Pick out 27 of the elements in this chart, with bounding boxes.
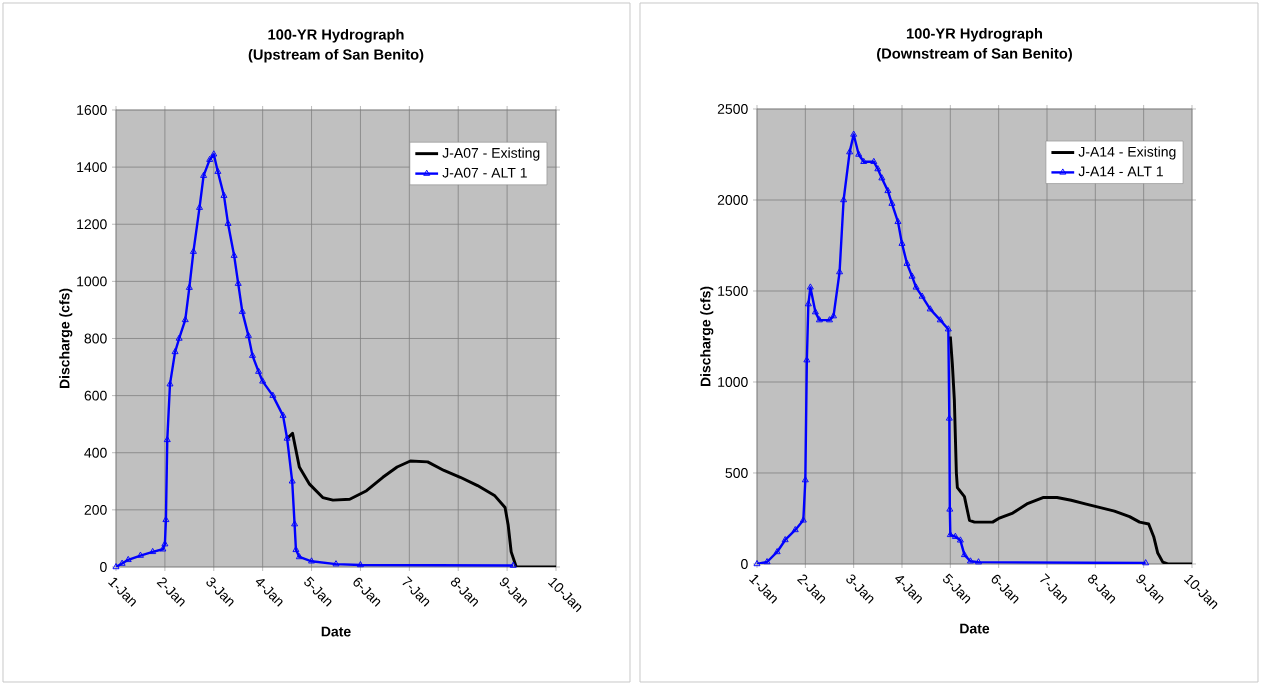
y-tick-label: 600 [84, 390, 107, 401]
y-tick-label: 1000 [77, 276, 107, 287]
y-axis-title: Discharge (cfs) [59, 288, 73, 389]
y-tick-label: 0 [741, 559, 748, 569]
chart-subtitle: (Upstream of San Benito) [248, 48, 424, 63]
x-axis-title: Date [960, 623, 990, 634]
legend-label: J-A07 - ALT 1 [442, 167, 527, 178]
y-tick-label: 0 [100, 562, 107, 572]
y-tick-label: 800 [84, 333, 107, 344]
y-axis-title: Discharge (cfs) [700, 286, 714, 387]
chart-title: 100-YR Hydrograph [268, 28, 404, 43]
x-axis-title: Date [321, 626, 351, 637]
y-tick-label: 400 [84, 447, 107, 458]
y-tick-label: 1000 [718, 377, 748, 387]
y-tick-label: 500 [725, 468, 748, 478]
legend-label: J-A14 - ALT 1 [1078, 166, 1163, 177]
y-tick-label: 1200 [77, 219, 107, 230]
chart-subtitle: (Downstream of San Benito) [877, 47, 1072, 62]
legend-label: J-A14 - Existing [1078, 146, 1176, 160]
y-tick-label: 2000 [717, 195, 748, 205]
y-tick-label: 2500 [717, 104, 748, 114]
y-tick-label: 200 [84, 504, 107, 515]
chart-title: 100-YR Hydrograph [906, 27, 1043, 42]
y-tick-label: 1500 [718, 286, 748, 296]
legend-label: J-A07 - Existing [442, 147, 540, 161]
y-tick-label: 1400 [77, 162, 107, 173]
y-tick-label: 1600 [77, 105, 107, 115]
